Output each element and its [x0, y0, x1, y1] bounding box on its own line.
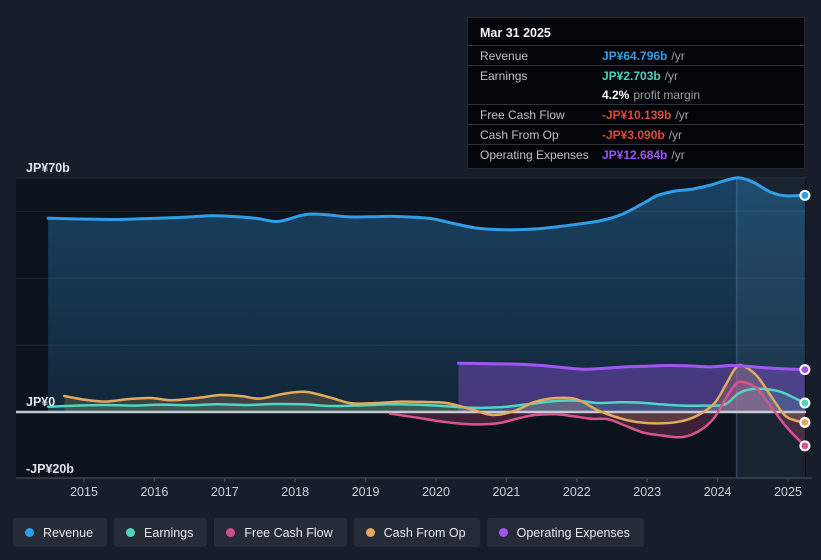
- x-axis-label: 2015: [70, 485, 98, 499]
- operating-expenses-end-marker[interactable]: [799, 364, 811, 376]
- cash-from-op-line: [63, 363, 807, 425]
- chart-legend: Revenue Earnings Free Cash Flow Cash Fro…: [13, 518, 644, 547]
- x-axis-label: 2016: [140, 485, 168, 499]
- legend-item-earnings[interactable]: Earnings: [114, 518, 208, 547]
- cash-from-op-dot-icon: [365, 528, 375, 537]
- tooltip-row-free-cash-flow: Free Cash Flow -JP¥10.139b /yr: [468, 104, 804, 124]
- revenue-dot-icon: [25, 528, 34, 537]
- legend-item-operating-expenses[interactable]: Operating Expenses: [486, 518, 644, 547]
- y-axis-label: -JP¥20b: [26, 462, 74, 476]
- cash-from-op-area: [64, 364, 805, 424]
- x-axis-label: 2019: [352, 485, 380, 499]
- legend-label: Free Cash Flow: [244, 525, 333, 540]
- x-axis-label: 2021: [492, 485, 520, 499]
- tooltip-row-earnings: Earnings JP¥2.703b /yr: [468, 65, 804, 85]
- operating-expenses-dot-icon: [498, 528, 508, 537]
- earnings-area: [48, 388, 805, 412]
- y-axis-label: JP¥70b: [26, 161, 70, 175]
- tooltip-row-profit-margin: 4.2% profit margin: [602, 87, 701, 102]
- chart-tooltip: Mar 31 2025 Revenue JP¥64.796b /yr Earni…: [467, 17, 805, 169]
- legend-label: Operating Expenses: [516, 525, 630, 540]
- x-axis-label: 2022: [563, 485, 591, 499]
- x-axis-label: 2025: [774, 485, 802, 499]
- free-cash-flow-line: [388, 380, 807, 448]
- earnings-dot-icon: [126, 528, 136, 537]
- legend-item-free-cash-flow[interactable]: Free Cash Flow: [214, 518, 347, 547]
- revenue-line: [46, 176, 807, 232]
- cash-from-op-end-marker[interactable]: [799, 416, 811, 428]
- revenue-area: [48, 177, 805, 412]
- operating-expenses-line: [457, 361, 807, 372]
- revenue-end-marker[interactable]: [799, 189, 811, 201]
- legend-item-revenue[interactable]: Revenue: [13, 518, 108, 547]
- tooltip-row-revenue: Revenue JP¥64.796b /yr: [468, 45, 804, 65]
- x-axis-label: 2020: [422, 485, 450, 499]
- free-cash-flow-area: [390, 381, 805, 446]
- legend-label: Cash From Op: [383, 525, 466, 540]
- legend-label: Earnings: [144, 525, 194, 540]
- free-cash-flow-end-marker[interactable]: [799, 440, 811, 452]
- x-axis-label: 2018: [281, 485, 309, 499]
- earnings-line: [46, 387, 807, 410]
- y-axis-label: JP¥0: [26, 395, 55, 409]
- tooltip-row-cash-from-op: Cash From Op -JP¥3.090b /yr: [468, 124, 804, 144]
- tooltip-row-operating-expenses: Operating Expenses JP¥12.684b /yr: [468, 144, 804, 164]
- x-axis-label: 2024: [704, 485, 732, 499]
- legend-item-cash-from-op[interactable]: Cash From Op: [353, 518, 480, 547]
- free-cash-flow-dot-icon: [226, 528, 236, 537]
- x-axis-label: 2017: [211, 485, 239, 499]
- x-axis-label: 2023: [633, 485, 661, 499]
- earnings-end-marker[interactable]: [799, 397, 811, 409]
- legend-label: Revenue: [43, 525, 94, 540]
- tooltip-date: Mar 31 2025: [480, 26, 551, 40]
